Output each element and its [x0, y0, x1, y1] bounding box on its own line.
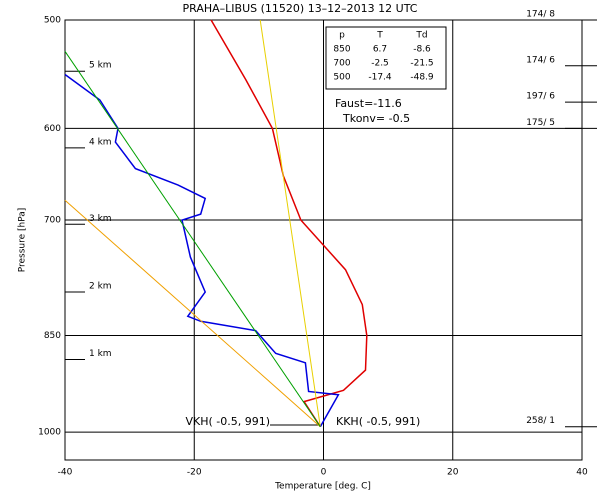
wind-label: 174/ 6 — [526, 55, 555, 65]
table-cell: -17.4 — [368, 73, 392, 83]
x-tick-label: 0 — [321, 468, 327, 478]
x-tick-label: -40 — [58, 468, 73, 478]
y-tick-label: 500 — [44, 16, 61, 26]
height-label: 3 km — [89, 214, 112, 224]
table-cell: -48.9 — [410, 73, 434, 83]
y-tick-label: 700 — [44, 216, 61, 226]
chart-title: PRAHA–LIBUS (11520) 13–12–2013 12 UTC — [183, 2, 418, 15]
height-label: 1 km — [89, 349, 112, 359]
y-axis-label: Pressure [hPa] — [18, 208, 28, 273]
series-line — [64, 199, 321, 428]
series-line — [210, 19, 368, 428]
x-tick-label: 20 — [447, 468, 459, 478]
table-header: Td — [415, 31, 427, 41]
faust: Faust=-11.6 — [335, 97, 402, 110]
y-tick-label: 1000 — [38, 428, 61, 438]
kkh: KKH( -0.5, 991) — [336, 415, 420, 428]
series-line — [259, 19, 321, 427]
height-label: 4 km — [89, 137, 112, 147]
series-line — [64, 73, 340, 428]
table-cell: 500 — [333, 73, 350, 83]
table-cell: 850 — [333, 45, 350, 55]
series-line — [64, 51, 321, 427]
table-cell: -8.6 — [413, 45, 431, 55]
wind-label: 197/ 6 — [526, 92, 555, 102]
table-cell: 6.7 — [373, 45, 387, 55]
x-axis-label: Temperature [deg. C] — [274, 482, 371, 492]
height-label: 2 km — [89, 281, 112, 291]
x-tick-label: 40 — [576, 468, 588, 478]
wind-label: 174/ 8 — [526, 10, 555, 20]
wind-label: 258/ 1 — [526, 416, 555, 426]
height-label: 5 km — [89, 61, 112, 71]
x-tick-label: -20 — [187, 468, 202, 478]
y-tick-label: 850 — [44, 331, 61, 341]
table-box — [325, 26, 447, 90]
table-cell: 700 — [333, 59, 350, 69]
vkh: VKH( -0.5, 991) — [185, 415, 270, 428]
y-tick-label: 600 — [44, 124, 61, 134]
table-cell: -21.5 — [410, 59, 433, 69]
wind-label: 175/ 5 — [526, 118, 555, 128]
tkonv: Tkonv= -0.5 — [342, 112, 410, 125]
table-header: p — [339, 31, 345, 41]
table-cell: -2.5 — [371, 59, 389, 69]
table-header: T — [376, 31, 383, 41]
